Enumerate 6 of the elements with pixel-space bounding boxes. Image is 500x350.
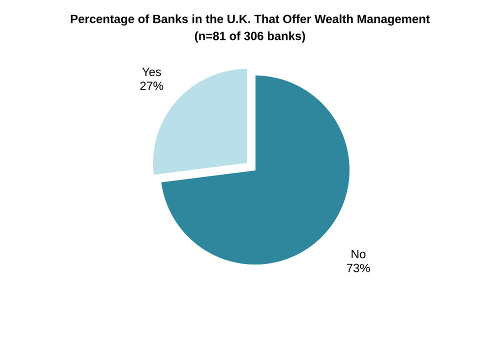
slice-label: No	[352, 250, 366, 258]
chart-subtitle: (n=81 of 306 banks)	[194, 31, 306, 43]
slice-label: Yes	[142, 68, 162, 76]
data-label: 27%	[140, 82, 164, 90]
chart-title: Percentage of Banks in the U.K. That Offer Wealth Management	[70, 14, 430, 26]
data-label: 73%	[346, 264, 370, 272]
